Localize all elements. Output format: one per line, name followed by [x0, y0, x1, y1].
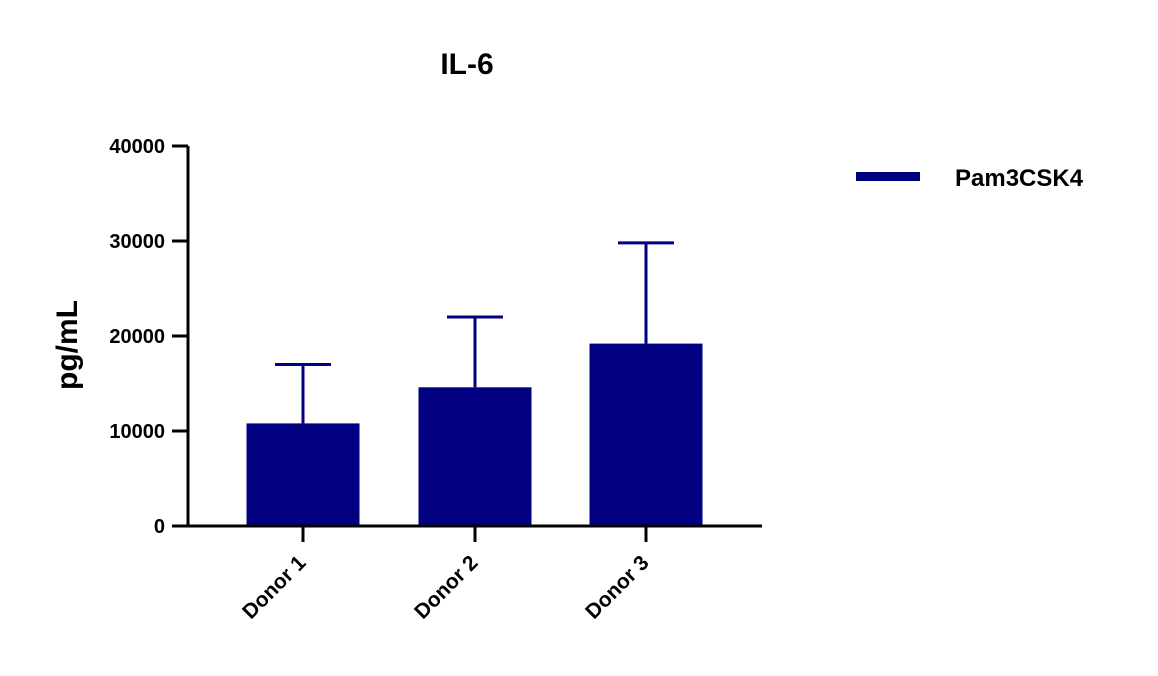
bar-donor-3	[589, 343, 703, 526]
y-axis-ticks: 0 10000 20000 30000 40000	[109, 136, 188, 538]
x-tick-label: Donor 1	[238, 551, 311, 624]
x-tick-label: Donor 3	[581, 551, 653, 623]
x-axis-ticks: Donor 1 Donor 2 Donor 3	[238, 526, 654, 624]
y-tick-label: 0	[154, 516, 165, 538]
legend: Pam3CSK4	[856, 165, 1084, 192]
bar-group	[246, 343, 703, 526]
chart-title: IL-6	[440, 48, 493, 81]
y-tick-label: 20000	[109, 326, 165, 348]
bar-donor-1	[246, 423, 360, 526]
x-tick-label: Donor 2	[410, 551, 482, 623]
y-tick-label: 30000	[109, 231, 165, 253]
error-bar-group	[275, 241, 674, 424]
y-axis-label: pg/mL	[51, 300, 84, 390]
bar-donor-2	[418, 387, 532, 526]
y-tick-label: 40000	[109, 136, 165, 158]
legend-swatch	[856, 172, 920, 181]
legend-label: Pam3CSK4	[955, 165, 1084, 192]
y-tick-label: 10000	[109, 421, 165, 443]
